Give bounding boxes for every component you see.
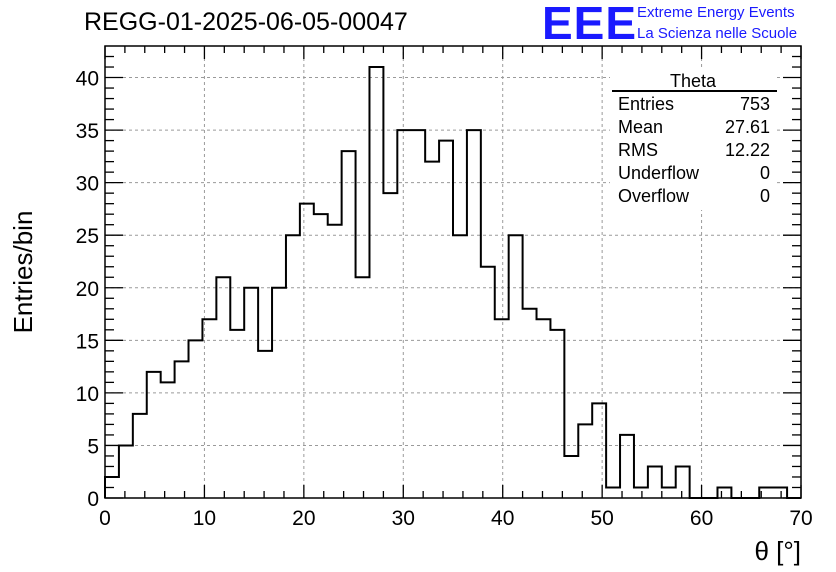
x-tick-label: 50 [590,507,613,530]
x-tick-label: 40 [491,507,514,530]
stats-box-name: Theta [670,71,717,91]
stats-box-rows: Entries 753 Mean 27.61 RMS 12.22 Underflow 0 Ove… [618,94,770,206]
y-axis-title: Entries/bin [8,211,38,334]
y-tick-label: 10 [76,383,99,406]
stats-row-value: 12.22 [725,140,770,160]
x-tick-label: 0 [99,507,111,530]
stats-row-value: 27.61 [725,117,770,137]
y-tick-labels: 0 5 10 15 20 25 30 35 40 [76,68,99,511]
x-tick-label: 70 [789,507,812,530]
stats-row-value: 753 [740,94,770,114]
plot-frame [104,45,802,499]
y-tick-label: 25 [76,225,99,248]
stats-row-label: RMS [618,140,658,160]
x-tick-label: 60 [690,507,713,530]
eee-logo: EEE Extreme Energy Events La Scienza nel… [542,0,832,49]
stats-row-label: Entries [618,94,674,114]
x-tick-label: 10 [193,507,216,530]
logo-line-1: Extreme Energy Events [637,4,795,21]
y-tick-label: 40 [76,68,99,91]
chart-title: REGG-01-2025-06-05-00047 [84,8,408,36]
y-tick-label: 30 [76,173,99,196]
stats-box: Theta Entries 753 Mean 27.61 RMS 12.22 Underfl… [610,70,777,210]
x-tick-label: 20 [292,507,315,530]
y-tick-label: 0 [87,488,99,511]
logo-line-2: La Scienza nelle Scuole [637,25,798,42]
y-tick-label: 5 [87,435,99,458]
y-tick-label: 35 [76,120,99,143]
stats-row-value: 0 [760,163,770,183]
logo-letters: EEE [542,0,638,49]
x-tick-label: 30 [392,507,415,530]
stats-row-value: 0 [760,186,770,206]
histogram-line [104,66,801,499]
x-tick-labels: 0 10 20 30 40 50 60 70 [99,507,813,530]
x-axis-title: θ [°] [754,536,801,566]
stats-row-label: Overflow [618,186,690,206]
stats-row-label: Mean [618,117,663,137]
axis-ticks [104,46,802,499]
stats-box-background [610,70,776,210]
stats-row-label: Underflow [618,163,700,183]
y-tick-label: 20 [76,278,99,301]
y-tick-label: 15 [76,330,99,353]
